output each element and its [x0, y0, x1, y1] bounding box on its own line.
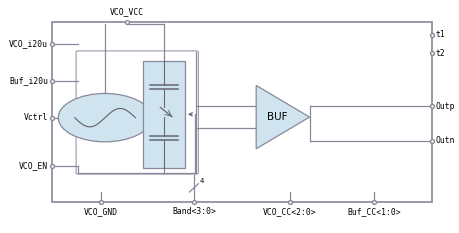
Text: Vctrl: Vctrl	[23, 113, 48, 122]
Text: Buf_CC<1:0>: Buf_CC<1:0>	[347, 207, 400, 216]
Text: Buf_i20u: Buf_i20u	[9, 76, 48, 85]
Text: VCO_CC<2:0>: VCO_CC<2:0>	[262, 207, 316, 216]
Text: VCO_EN: VCO_EN	[19, 161, 48, 171]
Text: 4: 4	[199, 178, 203, 184]
Circle shape	[58, 93, 151, 142]
Text: Outn: Outn	[435, 136, 454, 145]
Bar	[142, 61, 185, 168]
Text: Outp: Outp	[435, 102, 454, 111]
Text: t1: t1	[435, 30, 444, 39]
Text: VCO_VCC: VCO_VCC	[110, 7, 144, 16]
Text: VCO_i20u: VCO_i20u	[9, 39, 48, 48]
Polygon shape	[256, 86, 309, 149]
Text: BUF: BUF	[267, 112, 287, 122]
Text: Band<3:0>: Band<3:0>	[172, 207, 215, 216]
Bar	[51, 22, 431, 202]
Text: VCO_GND: VCO_GND	[83, 207, 118, 216]
Text: t2: t2	[435, 49, 444, 58]
